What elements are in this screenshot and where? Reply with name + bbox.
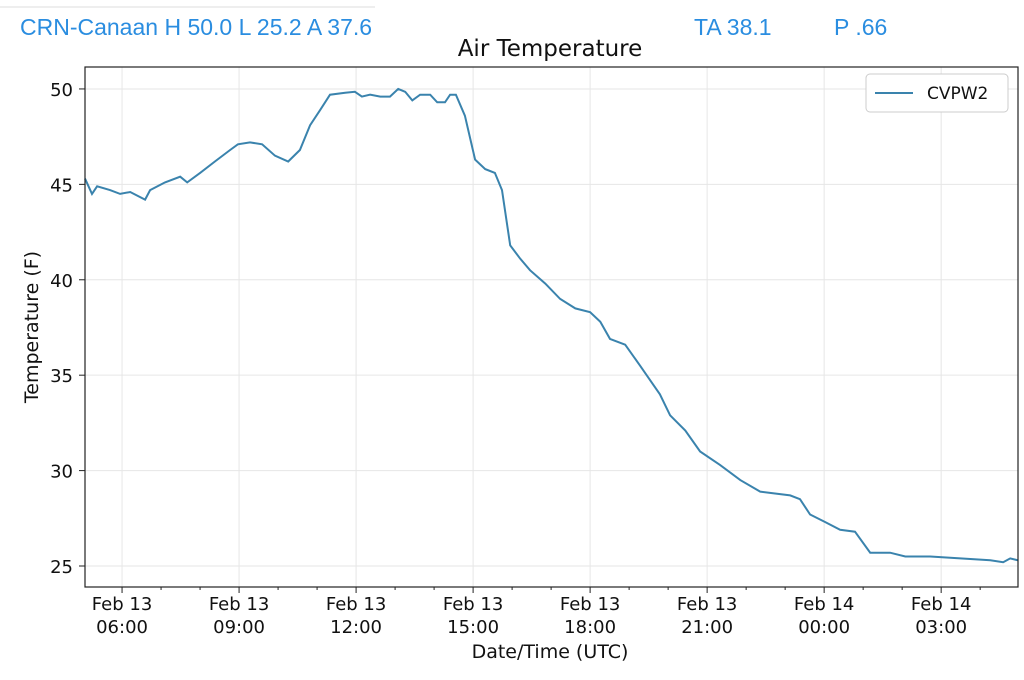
plot-frame bbox=[84, 66, 1019, 588]
x-tick-label-date: Feb 13 bbox=[677, 594, 738, 615]
chart-title: Air Temperature bbox=[458, 36, 643, 62]
y-axis-label: Temperature (F) bbox=[21, 251, 43, 404]
y-tick-label: 30 bbox=[50, 462, 73, 483]
legend-label: CVPW2 bbox=[927, 84, 988, 104]
divider bbox=[0, 6, 375, 8]
x-tick-label-time: 21:00 bbox=[681, 617, 733, 638]
x-tick-label-time: 12:00 bbox=[330, 617, 382, 638]
p-value: P .66 bbox=[834, 14, 888, 40]
x-tick-label-time: 09:00 bbox=[213, 617, 265, 638]
x-tick-label-time: 00:00 bbox=[798, 617, 850, 638]
y-tick-label: 40 bbox=[50, 271, 73, 292]
series-line-cvpw2 bbox=[84, 87, 1019, 564]
legend-box bbox=[865, 73, 1009, 113]
station-summary: CRN-Canaan H 50.0 L 25.2 A 37.6 bbox=[20, 14, 373, 40]
y-tick-label: 25 bbox=[50, 557, 73, 578]
y-tick-label: 50 bbox=[50, 80, 73, 101]
x-tick-label-date: Feb 13 bbox=[326, 594, 387, 615]
x-tick-label-time: 18:00 bbox=[564, 617, 616, 638]
x-tick-label-date: Feb 14 bbox=[794, 594, 855, 615]
ta-value: TA 38.1 bbox=[694, 14, 772, 40]
x-tick-label-date: Feb 13 bbox=[209, 594, 270, 615]
y-tick-label: 45 bbox=[50, 175, 73, 196]
x-tick-label-date: Feb 14 bbox=[911, 594, 972, 615]
x-tick-label-date: Feb 13 bbox=[92, 594, 153, 615]
legend: CVPW2 bbox=[865, 73, 1009, 113]
y-tick-label: 35 bbox=[50, 366, 73, 387]
x-axis-label: Date/Time (UTC) bbox=[472, 641, 629, 663]
x-tick-label-time: 03:00 bbox=[915, 617, 967, 638]
x-tick-label-date: Feb 13 bbox=[443, 594, 504, 615]
x-tick-label-time: 06:00 bbox=[96, 617, 148, 638]
x-tick-label-time: 15:00 bbox=[447, 617, 499, 638]
x-tick-label-date: Feb 13 bbox=[560, 594, 621, 615]
